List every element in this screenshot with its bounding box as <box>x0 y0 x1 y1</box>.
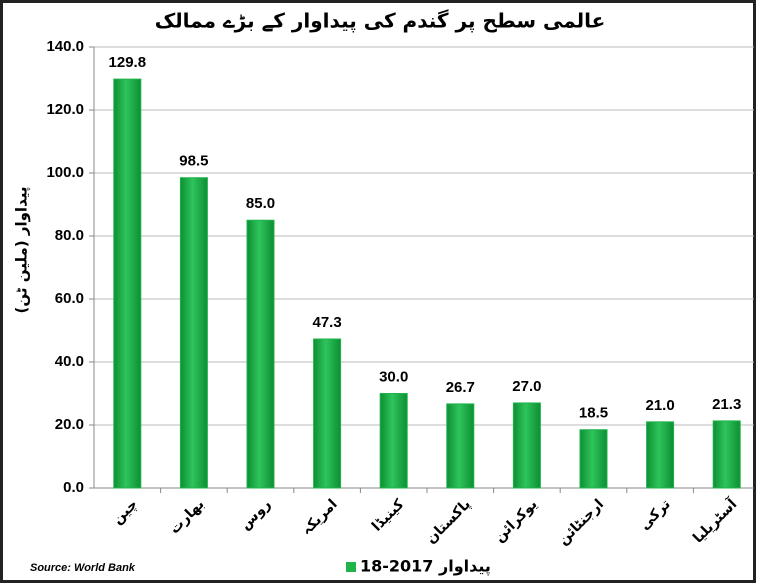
value-label: 26.7 <box>446 379 475 396</box>
bar <box>646 421 675 489</box>
value-label: 85.0 <box>246 195 275 212</box>
y-tick-label: 0.0 <box>63 479 84 496</box>
y-axis-title: پیداوار (ملین ٹن) <box>13 187 32 314</box>
y-tick-label: 120.0 <box>46 101 84 118</box>
chart-title: عالمی سطح پر گندم کی پیداوار کے بڑے ممال… <box>155 9 606 34</box>
value-label: 129.8 <box>109 54 147 71</box>
legend-swatch <box>346 562 356 572</box>
bar <box>313 338 342 489</box>
y-tick-label: 140.0 <box>46 38 84 55</box>
bar <box>379 393 408 489</box>
bar <box>179 177 208 489</box>
bar <box>512 402 541 489</box>
bar <box>246 219 275 489</box>
bar <box>446 403 475 489</box>
y-tick-label: 60.0 <box>55 290 84 307</box>
value-label: 18.5 <box>579 405 608 422</box>
value-label: 30.0 <box>379 368 408 385</box>
y-tick-label: 40.0 <box>55 353 84 370</box>
legend-label: پیداوار 2017-18 <box>360 557 491 577</box>
value-label: 27.0 <box>512 378 541 395</box>
y-tick-label: 20.0 <box>55 416 84 433</box>
value-label: 47.3 <box>312 314 341 331</box>
y-tick-label: 100.0 <box>46 164 84 181</box>
value-label: 98.5 <box>179 153 208 170</box>
value-label: 21.0 <box>645 397 674 414</box>
value-label: 21.3 <box>712 396 741 413</box>
y-tick-label: 80.0 <box>55 227 84 244</box>
bar <box>113 78 142 489</box>
source: Source: World Bank <box>30 562 136 574</box>
bar <box>579 429 608 489</box>
bar <box>712 420 741 489</box>
